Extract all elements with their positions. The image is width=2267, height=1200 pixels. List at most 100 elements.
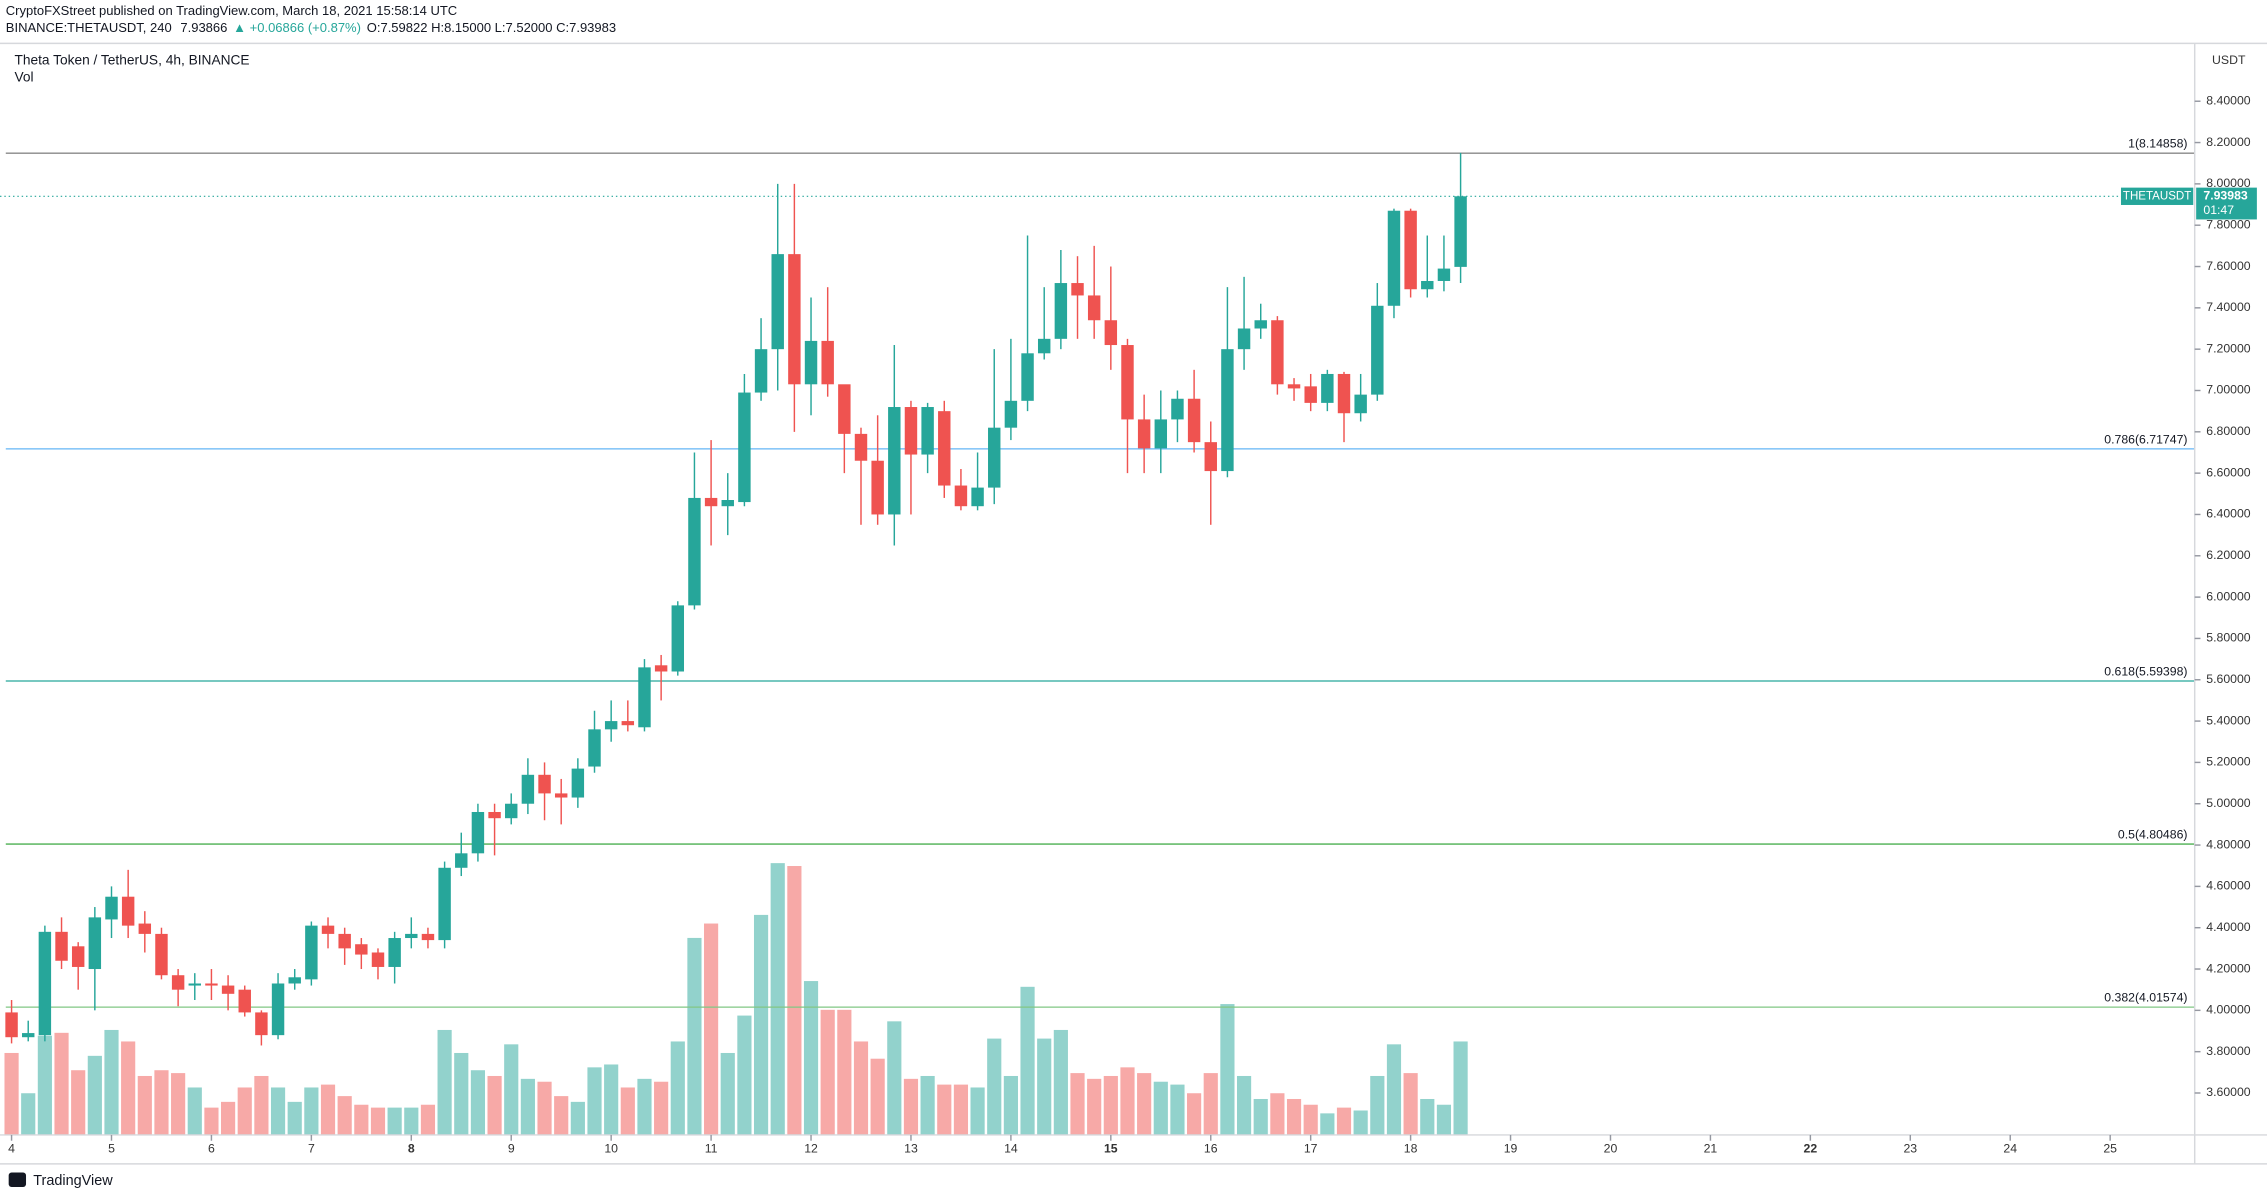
candle-body xyxy=(1154,419,1168,449)
candle-body xyxy=(1304,386,1317,403)
candle-body xyxy=(271,983,285,1036)
volume-bar xyxy=(237,1087,252,1135)
price-change: ▲ +0.06866 (+0.87%) xyxy=(233,20,361,35)
candle-body xyxy=(988,427,1001,488)
y-tick-label: 3.60000 xyxy=(2206,1085,2251,1099)
candle-body xyxy=(754,349,768,393)
fib-label: 0.382(4.01574) xyxy=(2104,991,2187,1005)
volume-bar xyxy=(21,1093,36,1135)
x-tick-label: 5 xyxy=(108,1142,115,1156)
candle-body xyxy=(1204,442,1217,472)
x-tick-label: 14 xyxy=(1004,1142,1018,1156)
volume-bar xyxy=(87,1055,102,1135)
symbol: BINANCE:THETAUSDT, 240 xyxy=(6,20,172,35)
y-tick-label: 7.20000 xyxy=(2206,341,2251,355)
x-tick-label: 24 xyxy=(2003,1142,2017,1156)
y-tick-label: 4.40000 xyxy=(2206,920,2251,934)
candle-body xyxy=(888,407,901,515)
y-tick-label: 5.80000 xyxy=(2206,631,2251,645)
y-tick-label: 3.80000 xyxy=(2206,1044,2251,1058)
x-tick-label: 22 xyxy=(1804,1142,1818,1156)
volume-bar xyxy=(287,1101,302,1135)
volume-bar xyxy=(770,863,785,1135)
candle-body xyxy=(1121,345,1134,420)
volume-bar xyxy=(1386,1044,1402,1135)
y-tick-label: 8.20000 xyxy=(2206,135,2251,149)
volume-bar xyxy=(737,1015,752,1135)
volume-bar xyxy=(171,1073,186,1135)
volume-bar xyxy=(137,1075,152,1135)
candle-body xyxy=(1087,295,1101,321)
volume-bar xyxy=(1170,1084,1185,1135)
candle-body xyxy=(171,975,185,990)
candle-body xyxy=(438,867,451,941)
fib-layer: 1(8.14858) 0.786(6.71747) 0.618(5.59398) 0.… xyxy=(0,137,2195,1008)
volume-bar xyxy=(404,1107,419,1135)
volume-bar xyxy=(437,1029,452,1135)
candle-body xyxy=(671,605,685,672)
volume-bar xyxy=(1253,1098,1268,1135)
y-tick-label: 4.60000 xyxy=(2206,879,2251,893)
volume-bar xyxy=(1053,1029,1068,1135)
volume-bar xyxy=(1420,1098,1435,1135)
candle-body xyxy=(1054,283,1068,339)
currency-label: USDT xyxy=(2212,53,2246,67)
volume-bar xyxy=(1003,1075,1018,1135)
x-tick-label: 12 xyxy=(804,1142,818,1156)
volume-bar xyxy=(654,1081,669,1135)
volume-bar xyxy=(1453,1041,1468,1135)
y-tick-label: 7.00000 xyxy=(2206,383,2251,397)
candle-body xyxy=(954,485,968,507)
candle-body xyxy=(188,983,201,986)
ohlc: O:7.59822 H:8.15000 L:7.52000 C:7.93983 xyxy=(367,20,616,35)
fib-label: 0.618(5.59398) xyxy=(2104,665,2187,679)
candle-body xyxy=(205,983,218,986)
volume-bar xyxy=(121,1041,136,1135)
candle-body xyxy=(1371,305,1384,395)
volume-bar xyxy=(987,1038,1002,1135)
volume-bar xyxy=(487,1075,502,1135)
candle-body xyxy=(1287,384,1301,389)
volume-bar xyxy=(1020,986,1035,1135)
candle-body xyxy=(1004,400,1018,428)
volume-bar xyxy=(1103,1075,1118,1135)
volume-bar xyxy=(520,1078,535,1135)
candle-body xyxy=(1071,283,1084,296)
y-tick-label: 7.40000 xyxy=(2206,300,2251,314)
candle-body xyxy=(1171,398,1184,420)
volume-bar xyxy=(504,1044,519,1135)
candle-body xyxy=(138,923,152,934)
volume-bar xyxy=(1436,1104,1452,1135)
candle-body xyxy=(1437,268,1451,281)
candle-body xyxy=(22,1033,35,1038)
y-tick-label: 8.00000 xyxy=(2206,176,2251,190)
x-tick-label: 21 xyxy=(1704,1142,1718,1156)
candle-body xyxy=(105,896,118,920)
x-tick-label: 8 xyxy=(408,1142,415,1156)
x-tick-label: 19 xyxy=(1504,1142,1518,1156)
y-tick-label: 5.00000 xyxy=(2206,796,2251,810)
x-tick-label: 9 xyxy=(508,1142,515,1156)
candle-body xyxy=(521,774,535,804)
candle-body xyxy=(1271,320,1284,385)
last-price: 7.93866 xyxy=(180,20,227,35)
x-tick-label: 15 xyxy=(1104,1142,1118,1156)
candle-body xyxy=(1137,419,1151,449)
candle-body xyxy=(505,803,518,819)
volume-bar xyxy=(920,1075,935,1135)
volume-bar xyxy=(704,923,719,1135)
candle-body xyxy=(288,977,301,984)
x-tick-label: 6 xyxy=(208,1142,215,1156)
volume-bar xyxy=(1303,1104,1318,1135)
candle-body xyxy=(621,721,635,726)
y-tick-label: 6.80000 xyxy=(2206,424,2251,438)
candle-body xyxy=(704,497,718,507)
volume-bar xyxy=(837,1009,852,1135)
x-tick-label: 13 xyxy=(904,1142,918,1156)
volume-bar xyxy=(554,1096,569,1135)
y-tick-label: 4.20000 xyxy=(2206,961,2251,975)
volume-bar xyxy=(4,1052,19,1135)
volume-bar xyxy=(270,1087,286,1135)
candle-body xyxy=(1037,338,1051,354)
